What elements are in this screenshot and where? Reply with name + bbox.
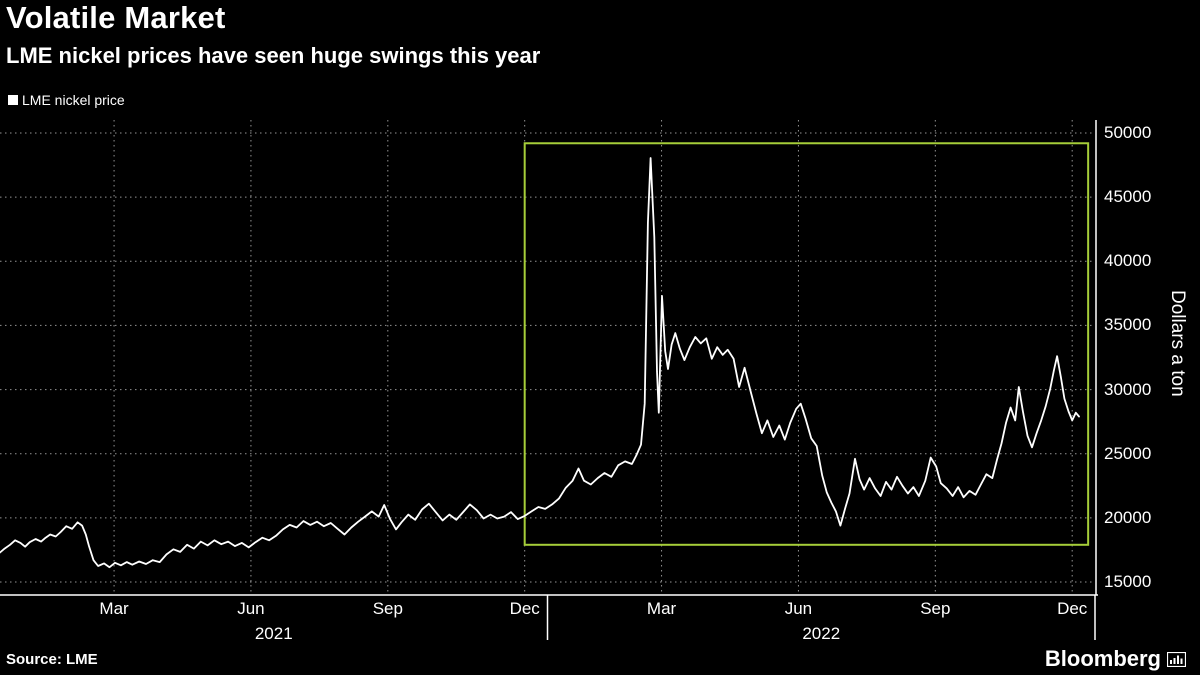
bloomberg-wordmark: Bloomberg: [1044, 646, 1161, 671]
source-note: Source: LME: [6, 651, 98, 668]
chart-title: Volatile Market: [6, 0, 226, 35]
y-tick-label: 35000: [1104, 315, 1152, 335]
y-tick-label: 45000: [1104, 187, 1152, 207]
y-tick-label: 40000: [1104, 251, 1152, 271]
x-axis-year-label: 2021: [254, 624, 293, 643]
x-axis-year-label: 2022: [802, 624, 841, 643]
x-tick-label: Dec: [1057, 599, 1088, 618]
x-tick-label: Jun: [237, 599, 265, 618]
chart-subtitle: LME nickel prices have seen huge swings …: [6, 43, 541, 68]
x-tick-label: Sep: [372, 599, 403, 618]
y-tick-label: 50000: [1104, 123, 1152, 142]
y-tick-label: 15000: [1104, 572, 1152, 591]
x-tick-label: Mar: [646, 599, 677, 618]
y-axis-title: Dollars a ton: [1167, 290, 1188, 397]
bloomberg-logo: Bloomberg: [1045, 646, 1186, 672]
bloomberg-chart-icon: [1167, 651, 1186, 667]
x-tick-label: Mar: [99, 599, 129, 618]
legend: LME nickel price: [8, 92, 125, 108]
legend-label: LME nickel price: [22, 92, 125, 108]
x-tick-label: Dec: [509, 599, 540, 618]
legend-marker: [8, 95, 18, 105]
y-tick-label: 30000: [1104, 379, 1152, 399]
y-tick-label: 20000: [1104, 507, 1152, 527]
x-tick-label: Jun: [784, 599, 813, 618]
y-tick-label: 25000: [1104, 443, 1152, 463]
x-tick-label: Sep: [920, 599, 951, 618]
